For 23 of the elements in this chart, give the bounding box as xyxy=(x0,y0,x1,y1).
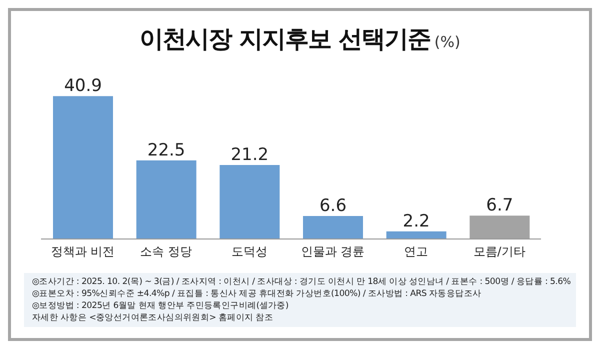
data-label: 40.9 xyxy=(64,76,102,96)
bar xyxy=(386,231,446,239)
bar xyxy=(53,96,113,239)
x-tick-label: 모름/기타 xyxy=(473,244,526,259)
data-label: 6.7 xyxy=(486,196,514,216)
x-tick-label: 소속 정당 xyxy=(140,244,192,259)
text: ◎표본오차 : 95%신뢰수준 ±4.4%p / 표집틀 : 통신사 제공 휴대전화 가상번호(100%) / 조사방법 : ARS 자동응답조사 xyxy=(32,288,482,300)
data-label: 6.6 xyxy=(319,196,347,216)
x-tick-label: 정책과 비전 xyxy=(50,244,115,259)
bar xyxy=(303,216,363,239)
text: ◎보정방법 : 2025년 6월말 현재 행안부 주민등록인구비례(셀가중) xyxy=(32,300,290,312)
chart-subtitle: (%) xyxy=(434,33,460,51)
text: ◎조사기간 : 2025. 10. 2(목) ~ 3(금) / 조사지역 : 이천시 / 조사대상 : 경기도 이천시 만 18세 이상 성인남녀 / 표본수 : 500명 / 응답률 : 5.6% xyxy=(32,276,571,288)
x-tick-label: 연고 xyxy=(404,244,428,259)
bar xyxy=(136,160,196,239)
data-label: 2.2 xyxy=(402,211,430,232)
x-tick-label: 도덕성 xyxy=(231,244,268,259)
x-tick-label: 인물과 경륜 xyxy=(300,244,365,259)
data-label: 21.2 xyxy=(230,144,269,165)
chart-title: 이천시장 지지후보 선택기준 xyxy=(140,25,430,53)
bar xyxy=(220,164,280,239)
text: 자세한 사항은 <중앙선거여론조사심의위원회> 홈페이지 참조 xyxy=(32,312,274,324)
data-label: 22.5 xyxy=(147,140,186,160)
